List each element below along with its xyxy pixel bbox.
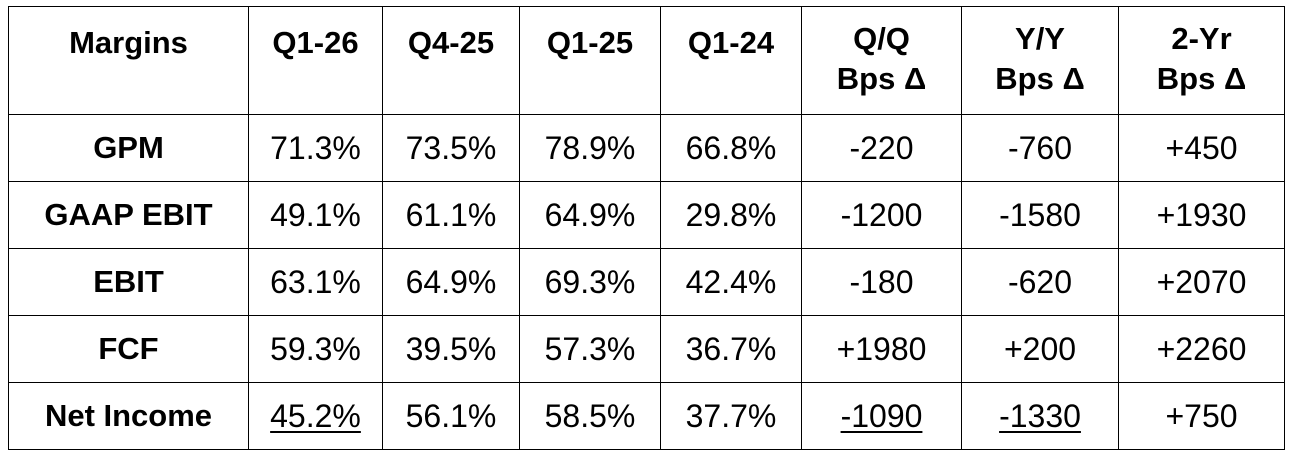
table-cell: 61.1%: [382, 181, 520, 249]
table-cell: 69.3%: [519, 248, 661, 316]
row-label: GPM: [8, 114, 249, 182]
table-cell: 29.8%: [660, 181, 802, 249]
table-cell: -1580: [961, 181, 1119, 249]
table-cell: 59.3%: [248, 315, 383, 383]
row-label: EBIT: [8, 248, 249, 316]
table-cell: +2260: [1118, 315, 1285, 383]
underlined-value: -1090: [840, 397, 923, 434]
table-row: GPM 71.3% 73.5% 78.9% 66.8% -220 -760 +4…: [8, 114, 1285, 182]
table-row: GAAP EBIT 49.1% 61.1% 64.9% 29.8% -1200 …: [8, 181, 1285, 249]
table-cell: 57.3%: [519, 315, 661, 383]
table-cell: 39.5%: [382, 315, 520, 383]
table-cell: -760: [961, 114, 1119, 182]
header-q1-25: Q1-25: [519, 6, 661, 115]
table-cell: 36.7%: [660, 315, 802, 383]
table-cell: +200: [961, 315, 1119, 383]
table-cell: -1200: [801, 181, 962, 249]
table-cell: 37.7%: [660, 382, 802, 450]
table-cell: 58.5%: [519, 382, 661, 450]
table-cell: 63.1%: [248, 248, 383, 316]
table-cell: 49.1%: [248, 181, 383, 249]
table-cell: +750: [1118, 382, 1285, 450]
table-cell: 64.9%: [519, 181, 661, 249]
underlined-value: 45.2%: [270, 397, 361, 434]
table-cell: 78.9%: [519, 114, 661, 182]
table-cell: -1330: [961, 382, 1119, 450]
underlined-value: -1330: [999, 397, 1081, 434]
header-q1-24: Q1-24: [660, 6, 802, 115]
table-cell: 45.2%: [248, 382, 383, 450]
table-cell: +2070: [1118, 248, 1285, 316]
header-qq-bps: Q/Q Bps Δ: [801, 6, 962, 115]
header-q1-26: Q1-26: [248, 6, 383, 115]
table-cell: +1980: [801, 315, 962, 383]
table-cell: +1930: [1118, 181, 1285, 249]
header-yy-bps: Y/Y Bps Δ: [961, 6, 1119, 115]
table-row: FCF 59.3% 39.5% 57.3% 36.7% +1980 +200 +…: [8, 315, 1285, 383]
row-label: Net Income: [8, 382, 249, 450]
table-cell: 66.8%: [660, 114, 802, 182]
table-cell: -180: [801, 248, 962, 316]
row-label: FCF: [8, 315, 249, 383]
table-cell: +450: [1118, 114, 1285, 182]
table-cell: 71.3%: [248, 114, 383, 182]
table-row: EBIT 63.1% 64.9% 69.3% 42.4% -180 -620 +…: [8, 248, 1285, 316]
table-cell: 73.5%: [382, 114, 520, 182]
table-cell: -220: [801, 114, 962, 182]
row-label: GAAP EBIT: [8, 181, 249, 249]
table-cell: -620: [961, 248, 1119, 316]
margins-table: Margins Q1-26 Q4-25 Q1-25 Q1-24 Q/Q Bps …: [8, 6, 1285, 450]
header-margins: Margins: [8, 6, 249, 115]
table-cell: 56.1%: [382, 382, 520, 450]
table-cell: 64.9%: [382, 248, 520, 316]
header-2yr-bps: 2-Yr Bps Δ: [1118, 6, 1285, 115]
header-row: Margins Q1-26 Q4-25 Q1-25 Q1-24 Q/Q Bps …: [8, 6, 1285, 115]
table-cell: 42.4%: [660, 248, 802, 316]
table-row: Net Income 45.2% 56.1% 58.5% 37.7% -1090…: [8, 382, 1285, 450]
table-cell: -1090: [801, 382, 962, 450]
header-q4-25: Q4-25: [382, 6, 520, 115]
